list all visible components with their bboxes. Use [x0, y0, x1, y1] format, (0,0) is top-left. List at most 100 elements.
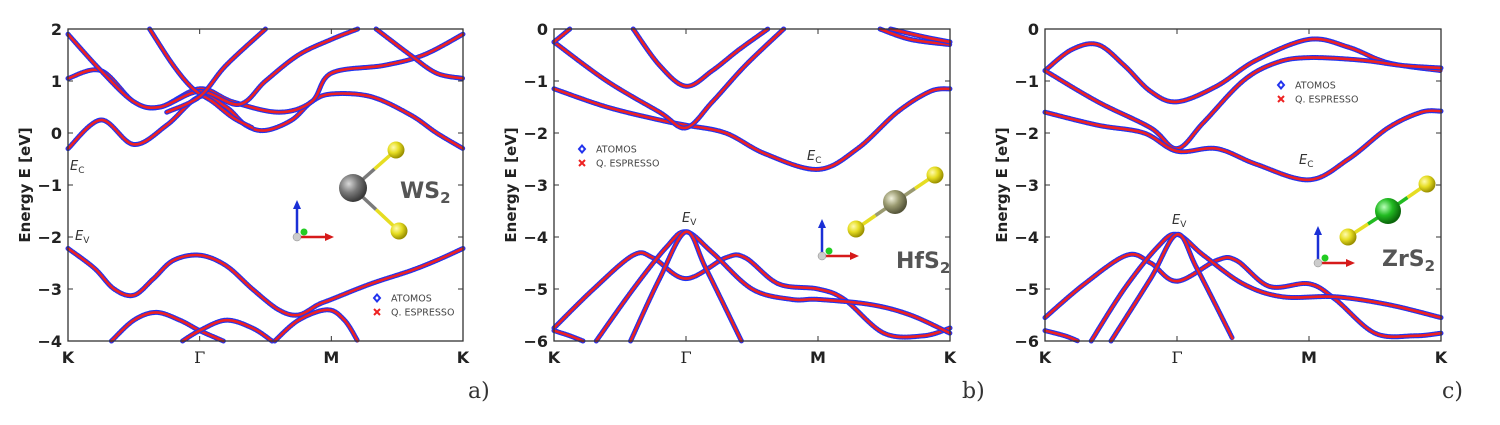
y-tick-label: −5: [1014, 280, 1039, 299]
x-tick-label: K: [1039, 348, 1052, 367]
legend: ATOMOS Q. ESPRESSO: [577, 143, 659, 170]
metal-atom: [1375, 198, 1401, 224]
y-tick-label: −4: [1014, 228, 1039, 247]
edge-subscript: C: [78, 166, 84, 176]
legend-entry-espresso: Q. ESPRESSO: [391, 308, 454, 319]
espresso-marker-icon: [1277, 95, 1285, 103]
valence-band-edge-label: EV: [1172, 213, 1187, 230]
edge-subscript: V: [1180, 220, 1187, 230]
espresso-marker-icon: [373, 308, 381, 316]
molecule-structure-icon: [339, 141, 408, 240]
band-atomos-0: [551, 250, 953, 340]
band-espresso-7: [552, 27, 572, 44]
plot-frame: [553, 28, 951, 342]
band-espresso-3: [1043, 253, 1443, 339]
y-tick-label: 1: [51, 72, 62, 91]
band-atomos-5: [65, 31, 466, 115]
x-tick-label: K: [1435, 348, 1448, 367]
band-espresso-4: [1089, 232, 1443, 343]
legend-entry-atomos: ATOMOS: [596, 145, 637, 156]
band-espresso-8: [165, 27, 267, 114]
conduction-band-edge-label: EC: [70, 159, 85, 176]
y-tick-label: −4: [523, 228, 548, 247]
band-espresso-9: [374, 27, 465, 80]
band-espresso-5: [66, 32, 465, 114]
band-espresso-3: [273, 308, 359, 343]
material-formula: HfS: [896, 249, 940, 274]
y-tick-label: 0: [1028, 20, 1039, 39]
sulfur-atom: [926, 166, 944, 184]
material-label: WS2: [400, 179, 451, 207]
band-espresso-6: [1043, 329, 1080, 343]
edge-subscript: C: [1307, 160, 1313, 170]
band-espresso-3: [552, 329, 585, 343]
x-tick-label: M: [323, 348, 339, 367]
band-atomos-5: [1108, 231, 1235, 344]
x-tick-label: M: [810, 348, 826, 367]
y-axis-label: Energy E [eV]: [993, 127, 1011, 242]
espresso-marker-icon: [578, 159, 586, 167]
band-espresso-6: [66, 27, 359, 110]
x-tick-label: Γ: [194, 348, 205, 367]
material-formula: ZrS: [1382, 247, 1425, 272]
band-atomos-2: [1042, 108, 1444, 183]
y-tick-label: 2: [51, 20, 62, 39]
band-atomos-4: [551, 86, 953, 172]
y-tick-label: −6: [1014, 332, 1039, 351]
band-espresso-2: [181, 318, 274, 343]
material-subscript: 2: [940, 259, 950, 277]
atomos-marker-icon: [1276, 79, 1286, 91]
valence-band-edge-label: EV: [682, 211, 697, 228]
material-label: ZrS2: [1382, 247, 1435, 275]
x-tick-label: K: [548, 348, 561, 367]
valence-band-edge-label: EV: [75, 229, 90, 246]
y-tick-label: −3: [1014, 176, 1039, 195]
y-axis-label: Energy E [eV]: [16, 127, 34, 242]
band-atomos-0: [65, 245, 466, 318]
edge-main: E: [70, 159, 79, 174]
material-subscript: 2: [1425, 257, 1435, 275]
band-espresso-4: [66, 92, 465, 150]
edge-subscript: C: [815, 156, 821, 166]
band-espresso-2: [1043, 109, 1443, 182]
sulfur-atom: [1418, 175, 1436, 193]
y-tick-label: −2: [523, 124, 548, 143]
y-tick-label: 0: [537, 20, 548, 39]
metal-atom: [883, 190, 907, 214]
bands: [551, 26, 953, 344]
y-tick-label: −5: [523, 280, 548, 299]
band-espresso-0: [1043, 37, 1443, 104]
edge-main: E: [1299, 153, 1308, 168]
conduction-band-edge-label: EC: [807, 149, 822, 166]
band-espresso-4: [552, 87, 952, 171]
band-espresso-8: [878, 27, 952, 46]
band-espresso-0: [66, 247, 465, 317]
metal-atom: [339, 174, 367, 202]
material-label: HfS2: [896, 249, 950, 277]
band-espresso-5: [552, 27, 785, 130]
x-tick-label: Γ: [1171, 348, 1182, 367]
legend: ATOMOS Q. ESPRESSO: [1276, 79, 1358, 106]
material-subscript: 2: [440, 189, 450, 207]
sulfur-atom: [1339, 228, 1357, 246]
axis-triad-icon: [817, 219, 859, 261]
edge-subscript: V: [83, 236, 90, 246]
molecule-structure-icon: [1339, 175, 1436, 246]
conduction-band-edge-label: EC: [1299, 153, 1314, 170]
x-tick-label: M: [1301, 348, 1317, 367]
y-tick-label: −3: [523, 176, 548, 195]
axis-triad-icon: [292, 200, 334, 242]
y-tick-label: −2: [37, 228, 62, 247]
panel-label: c): [1442, 379, 1463, 404]
legend-entry-atomos: ATOMOS: [391, 294, 432, 305]
material-formula: WS: [400, 179, 440, 204]
band-atomos-2: [628, 229, 744, 344]
y-axis-label: Energy E [eV]: [502, 127, 520, 242]
band-espresso-2: [629, 230, 743, 343]
plot-frame: [1044, 28, 1442, 342]
y-tick-label: −1: [37, 176, 62, 195]
y-tick-label: −1: [1014, 72, 1039, 91]
panel-label: b): [962, 379, 985, 404]
